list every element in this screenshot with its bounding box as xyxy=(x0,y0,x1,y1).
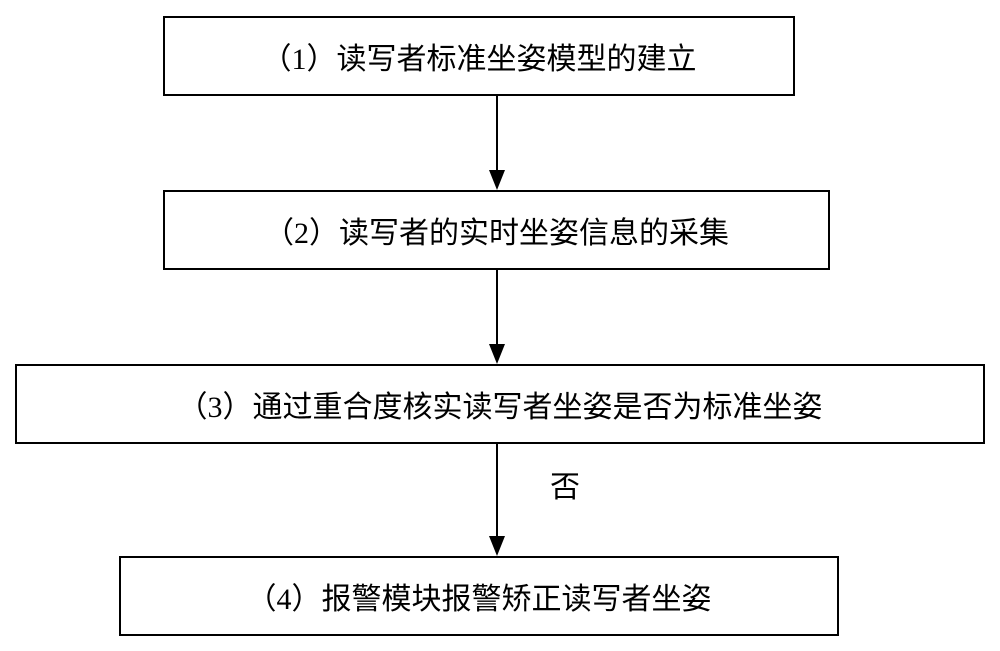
flowchart-node-label: （1）读写者标准坐姿模型的建立 xyxy=(262,34,697,78)
flowchart-canvas: （1）读写者标准坐姿模型的建立 （2）读写者的实时坐姿信息的采集 （3）通过重合度核… xyxy=(0,0,1000,651)
flowchart-node-n4: （4）报警模块报警矫正读写者坐姿 xyxy=(119,556,839,636)
flowchart-node-label: （4）报警模块报警矫正读写者坐姿 xyxy=(247,574,712,618)
arrows-layer xyxy=(0,0,1000,651)
flowchart-node-label: （3）通过重合度核实读写者坐姿是否为标准坐姿 xyxy=(178,382,823,426)
flowchart-node-n1: （1）读写者标准坐姿模型的建立 xyxy=(163,16,795,96)
flowchart-node-n3: （3）通过重合度核实读写者坐姿是否为标准坐姿 xyxy=(15,364,985,444)
flowchart-node-label: （2）读写者的实时坐姿信息的采集 xyxy=(264,208,729,252)
flowchart-edge-label: 否 xyxy=(550,462,580,506)
flowchart-node-n2: （2）读写者的实时坐姿信息的采集 xyxy=(163,190,830,270)
